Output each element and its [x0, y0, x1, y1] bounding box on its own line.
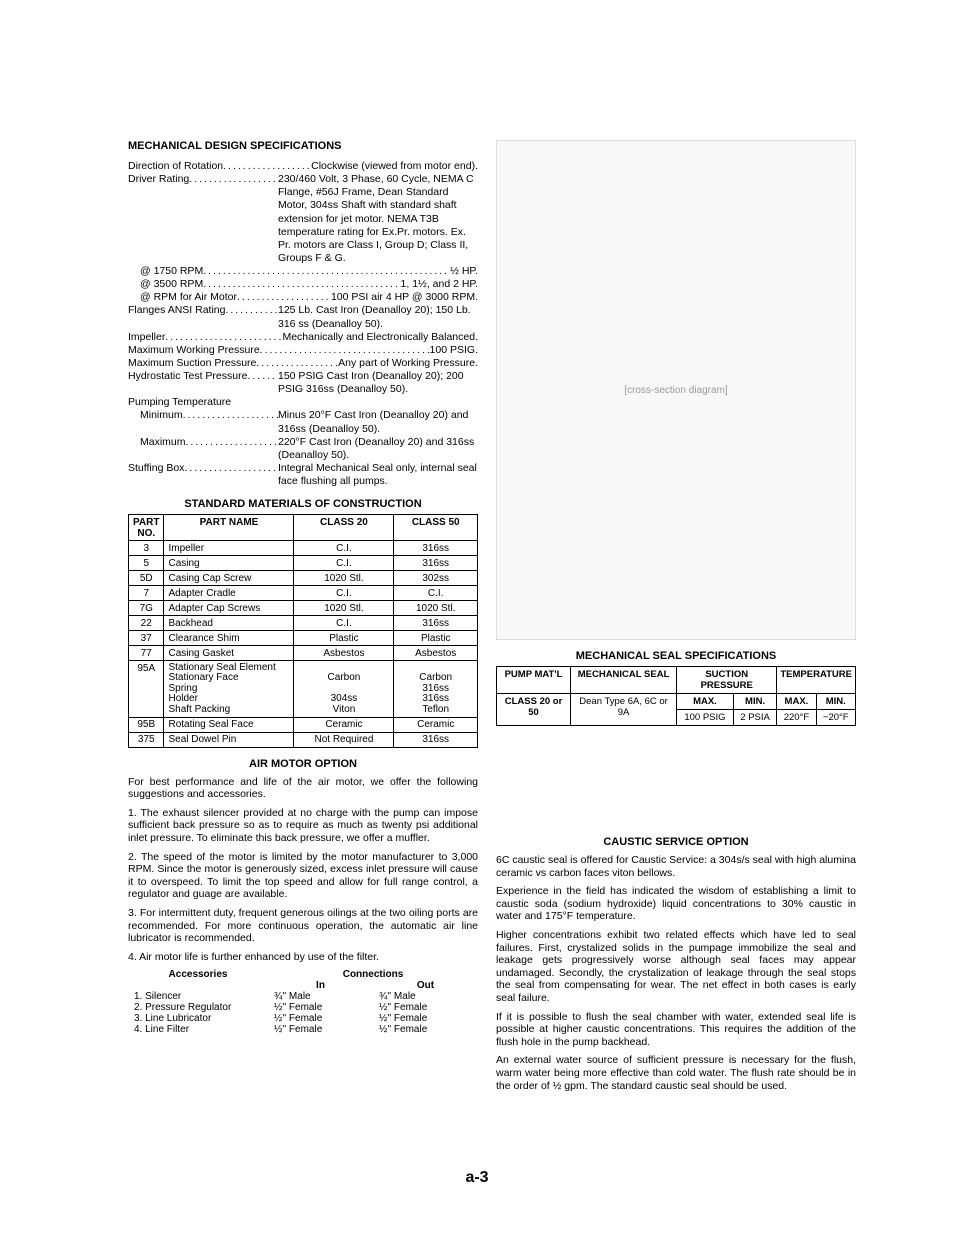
- spec-row: Stuffing Box Integral Mechanical Seal on…: [128, 462, 478, 488]
- table-row: 4. Line Filter½'' Female½'' Female: [128, 1024, 478, 1035]
- table-row: 1. Silencer¾'' Male¾'' Male: [128, 991, 478, 1002]
- spec-row: Direction of Rotation Clockwise (viewed …: [128, 160, 478, 173]
- page-number: a-3: [0, 1169, 954, 1187]
- spec-list: Direction of Rotation Clockwise (viewed …: [128, 160, 478, 488]
- spec-row: Impeller Mechanically and Electronically…: [128, 331, 478, 344]
- spec-row: @ RPM for Air Motor 100 PSI air 4 HP @ 3…: [128, 291, 478, 304]
- table-row: 375Seal Dowel PinNot Required316ss: [129, 732, 478, 747]
- table-row: 95AStationary Seal ElementStationary Fac…: [129, 661, 478, 718]
- mech-design-heading: MECHANICAL DESIGN SPECIFICATIONS: [128, 140, 478, 152]
- pump-diagram: [cross-section diagram]: [496, 140, 856, 640]
- caustic-p3: Higher concentrations exhibit two relate…: [496, 929, 856, 1005]
- table-row: 7Adapter CradleC.I.C.I.: [129, 586, 478, 601]
- spec-row: Minimum Minus 20°F Cast Iron (Deanalloy …: [128, 409, 478, 435]
- materials-heading: STANDARD MATERIALS OF CONSTRUCTION: [128, 498, 478, 510]
- table-row: 5DCasing Cap Screw1020 Stl.302ss: [129, 571, 478, 586]
- air-motor-heading: AIR MOTOR OPTION: [128, 758, 478, 770]
- air-p1: 1. The exhaust silencer provided at no c…: [128, 807, 478, 845]
- caustic-p1: 6C caustic seal is offered for Caustic S…: [496, 854, 856, 879]
- table-row: 95BRotating Seal FaceCeramicCeramic: [129, 717, 478, 732]
- materials-table: PARTNO.PART NAMECLASS 20CLASS 50 3Impell…: [128, 514, 478, 748]
- air-p4: 4. Air motor life is further enhanced by…: [128, 951, 478, 964]
- accessories-table: Accessories Connections In Out 1. Silenc…: [128, 969, 478, 1035]
- spec-row: Driver Rating 230/460 Volt, 3 Phase, 60 …: [128, 173, 478, 265]
- spec-row: @ 1750 RPM ½ HP.: [128, 265, 478, 278]
- air-intro: For best performance and life of the air…: [128, 776, 478, 801]
- air-p3: 3. For intermittent duty, frequent gener…: [128, 907, 478, 945]
- caustic-p4: If it is possible to flush the seal cham…: [496, 1011, 856, 1049]
- caustic-p2: Experience in the field has indicated th…: [496, 885, 856, 923]
- table-row: 7GAdapter Cap Screws1020 Stl.1020 Stl.: [129, 601, 478, 616]
- spec-row: Flanges ANSI Rating 125 Lb. Cast Iron (D…: [128, 304, 478, 330]
- spec-row: @ 3500 RPM 1, 1½, and 2 HP.: [128, 278, 478, 291]
- table-row: 2. Pressure Regulator½'' Female½'' Femal…: [128, 1002, 478, 1013]
- spec-row: Pumping Temperature: [128, 396, 478, 409]
- spec-row: Maximum Working Pressure 100 PSIG.: [128, 344, 478, 357]
- table-row: 3ImpellerC.I.316ss: [129, 541, 478, 556]
- table-row: 77Casing GasketAsbestosAsbestos: [129, 646, 478, 661]
- table-row: 22BackheadC.I.316ss: [129, 616, 478, 631]
- seal-spec-heading: MECHANICAL SEAL SPECIFICATIONS: [496, 650, 856, 662]
- caustic-p5: An external water source of sufficient p…: [496, 1054, 856, 1092]
- spec-row: Hydrostatic Test Pressure 150 PSIG Cast …: [128, 370, 478, 396]
- table-row: 37Clearance ShimPlasticPlastic: [129, 631, 478, 646]
- seal-table: PUMP MAT'L MECHANICAL SEAL SUCTION PRESS…: [496, 666, 856, 726]
- spec-row: Maximum 220°F Cast Iron (Deanalloy 20) a…: [128, 436, 478, 462]
- spec-row: Maximum Suction Pressure Any part of Wor…: [128, 357, 478, 370]
- table-row: 3. Line Lubricator½'' Female½'' Female: [128, 1013, 478, 1024]
- table-row: 5CasingC.I.316ss: [129, 556, 478, 571]
- caustic-heading: CAUSTIC SERVICE OPTION: [496, 836, 856, 848]
- air-p2: 2. The speed of the motor is limited by …: [128, 851, 478, 901]
